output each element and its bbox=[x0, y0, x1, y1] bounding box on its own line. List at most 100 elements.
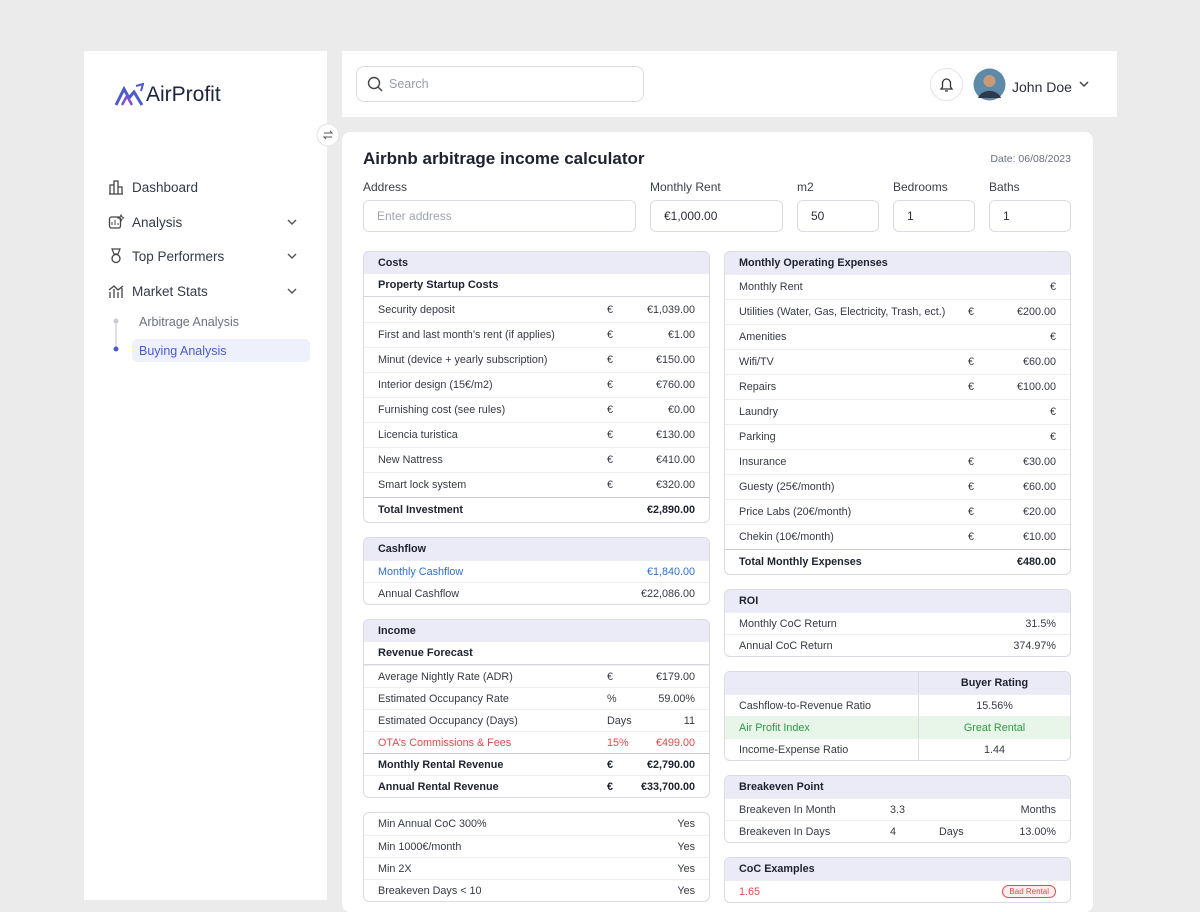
table-row: Insurance € €30.00 bbox=[725, 449, 1070, 474]
table-row: Price Labs (20€/month) € €20.00 bbox=[725, 499, 1070, 524]
input[interactable]: 50 bbox=[797, 200, 879, 232]
nav-item[interactable]: Top Performers bbox=[108, 244, 298, 268]
brand: AirProfit bbox=[146, 83, 221, 106]
search[interactable]: Search bbox=[356, 66, 644, 102]
table-row: Furnishing cost (see rules) € €0.00 bbox=[364, 397, 709, 422]
row-value: € bbox=[1049, 281, 1056, 293]
nav-item[interactable]: Dashboard bbox=[108, 175, 298, 199]
table-row: Total Investment €2,890.00 bbox=[364, 497, 709, 522]
row-label: Furnishing cost (see rules) bbox=[378, 404, 506, 416]
user-menu[interactable] bbox=[1078, 78, 1090, 90]
table-row: Min 2X Yes bbox=[364, 857, 709, 879]
subnav-item[interactable]: Arbitrage Analysis bbox=[139, 314, 240, 329]
row-value: €10.00 bbox=[1022, 531, 1056, 543]
row-value: Yes bbox=[677, 818, 695, 830]
row-label: Laundry bbox=[739, 406, 779, 418]
row-unit: € bbox=[607, 479, 614, 491]
panel: Cashflow Monthly Cashflow €1,840.00 Annual … bbox=[363, 537, 710, 605]
row-label: Monthly Rent bbox=[739, 281, 803, 293]
field-label: m2 bbox=[797, 180, 814, 194]
field-label: Monthly Rent bbox=[650, 180, 721, 194]
input[interactable]: 1 bbox=[893, 200, 975, 232]
row-value: €130.00 bbox=[655, 429, 695, 441]
panel: Min Annual CoC 300% Yes Min 1000€/month Yes… bbox=[363, 812, 710, 902]
row-label: Total Investment bbox=[378, 504, 463, 516]
row-label: OTA’s Commissions & Fees bbox=[378, 736, 512, 749]
panel: Buyer Rating Cashflow-to-Revenue Ratio 15.… bbox=[724, 671, 1071, 761]
row-label: Guesty (25€/month) bbox=[739, 481, 835, 493]
row-unit: 15% bbox=[607, 736, 629, 749]
table-row: Security deposit € €1,039.00 bbox=[364, 297, 709, 322]
row-unit: € bbox=[607, 354, 614, 366]
row-label: Smart lock system bbox=[378, 479, 467, 491]
search-placeholder: Search bbox=[389, 77, 429, 91]
table-row: New Nattress € €410.00 bbox=[364, 447, 709, 472]
row-label: Chekin (10€/month) bbox=[739, 531, 834, 543]
table-row: Min Annual CoC 300% Yes bbox=[364, 813, 709, 835]
panel-subtitle: Property Startup Costs bbox=[364, 274, 709, 297]
row-value: €0.00 bbox=[667, 404, 695, 416]
row-label: Cashflow-to-Revenue Ratio bbox=[739, 699, 872, 712]
nav-label: Top Performers bbox=[132, 248, 225, 264]
nav-item[interactable]: Market Stats bbox=[108, 279, 298, 303]
input-value: €1,000.00 bbox=[664, 209, 718, 223]
row-unit: € bbox=[968, 381, 975, 393]
field: Address Enter address bbox=[363, 180, 636, 232]
field: m2 50 bbox=[797, 180, 879, 232]
row-value: Yes bbox=[677, 840, 695, 853]
row-unit: € bbox=[968, 481, 975, 493]
subnav-item[interactable]: Buying Analysis bbox=[132, 339, 310, 362]
row-label: Average Nightly Rate (ADR) bbox=[378, 670, 513, 683]
table-row: Smart lock system € €320.00 bbox=[364, 472, 709, 497]
panel-title: CoC Examples bbox=[725, 858, 1070, 880]
avatar[interactable] bbox=[973, 68, 1006, 101]
panel: Monthly Operating Expenses Monthly Rent € U… bbox=[724, 251, 1071, 575]
right-column: Monthly Operating Expenses Monthly Rent € U… bbox=[724, 251, 1071, 903]
row-value: 59.00% bbox=[658, 692, 695, 705]
row-unit: % bbox=[607, 692, 617, 705]
row-label: Min 1000€/month bbox=[378, 840, 462, 853]
badge: Bad Rental bbox=[1002, 885, 1056, 898]
row-value: €320.00 bbox=[655, 479, 695, 491]
row-label: Annual Cashflow bbox=[378, 587, 460, 600]
panel: CoC Examples 1.65 Bad Rental bbox=[724, 857, 1071, 903]
input[interactable]: €1,000.00 bbox=[650, 200, 783, 232]
table-row: Monthly Cashflow €1,840.00 bbox=[364, 560, 709, 582]
row-label: Income-Expense Ratio bbox=[739, 743, 849, 756]
nav-item[interactable]: Analysis bbox=[108, 210, 298, 234]
column-header: Buyer Rating bbox=[918, 672, 1070, 694]
row-label: Monthly Cashflow bbox=[378, 565, 464, 578]
row-value: 1.44 bbox=[918, 739, 1070, 760]
nav-label: Dashboard bbox=[132, 179, 199, 195]
collapse-button[interactable] bbox=[316, 123, 340, 147]
input[interactable]: Enter address bbox=[363, 200, 636, 232]
row-unit: € bbox=[607, 758, 614, 771]
row-unit: € bbox=[968, 531, 975, 543]
input[interactable]: 1 bbox=[989, 200, 1071, 232]
topbar: Search John Doe bbox=[342, 51, 1117, 117]
user-name[interactable]: John Doe bbox=[1012, 79, 1072, 95]
row-label: Security deposit bbox=[378, 303, 455, 316]
table-row: Wifi/TV € €60.00 bbox=[725, 349, 1070, 374]
row-value: €100.00 bbox=[1016, 381, 1056, 393]
table-row: Monthly Rent € bbox=[725, 274, 1070, 299]
logo bbox=[114, 83, 144, 106]
row-value: €179.00 bbox=[655, 670, 695, 683]
row-label: Minut (device + yearly subscription) bbox=[378, 354, 548, 366]
row-unit: € bbox=[607, 429, 614, 441]
row-label: Interior design (15€/m2) bbox=[378, 379, 493, 391]
field-label: Baths bbox=[989, 180, 1020, 194]
table-row: Cashflow-to-Revenue Ratio 15.56% bbox=[725, 694, 1070, 716]
row-unit: € bbox=[968, 456, 975, 468]
panel-subtitle: Revenue Forecast bbox=[364, 642, 709, 665]
row-label: Licencia turistica bbox=[378, 429, 458, 441]
panel: Costs Property Startup Costs Security depo… bbox=[363, 251, 710, 523]
field: Baths 1 bbox=[989, 180, 1071, 232]
row-label: Breakeven In Days bbox=[739, 825, 831, 838]
notifications[interactable] bbox=[930, 68, 963, 101]
left-column: Costs Property Startup Costs Security depo… bbox=[363, 251, 710, 902]
row-label: Annual CoC Return bbox=[739, 639, 833, 652]
row-value: Months bbox=[1020, 803, 1056, 816]
row-unit: € bbox=[968, 506, 975, 518]
field-label: Bedrooms bbox=[893, 180, 948, 194]
